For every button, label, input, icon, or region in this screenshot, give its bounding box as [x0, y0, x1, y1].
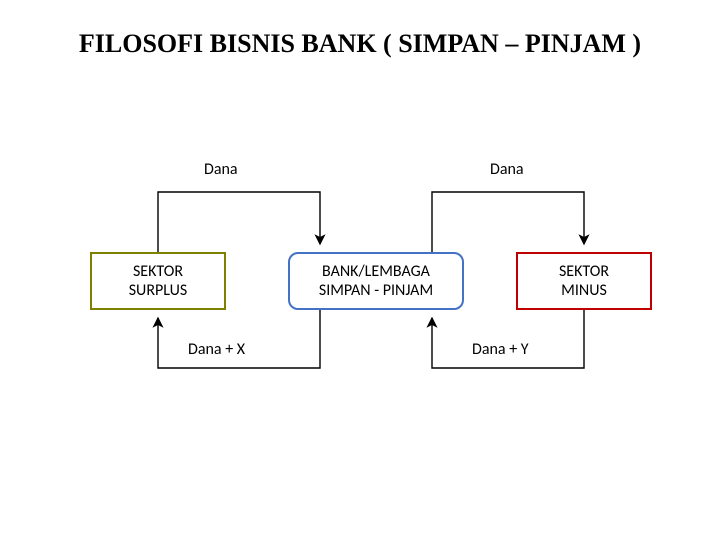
page-title: FILOSOFI BISNIS BANK ( SIMPAN – PINJAM )	[0, 28, 720, 61]
node-sektor-surplus: SEKTORSURPLUS	[90, 252, 226, 310]
edge-label-dana-right: Dana	[490, 160, 524, 179]
edge-label-dana-left: Dana	[204, 160, 238, 179]
edge-label-dana-x: Dana + X	[188, 340, 245, 359]
node-bank-lembaga: BANK/LEMBAGASIMPAN - PINJAM	[288, 252, 464, 310]
edge-label-dana-y: Dana + Y	[472, 340, 529, 359]
node-sektor-minus: SEKTORMINUS	[516, 252, 652, 310]
